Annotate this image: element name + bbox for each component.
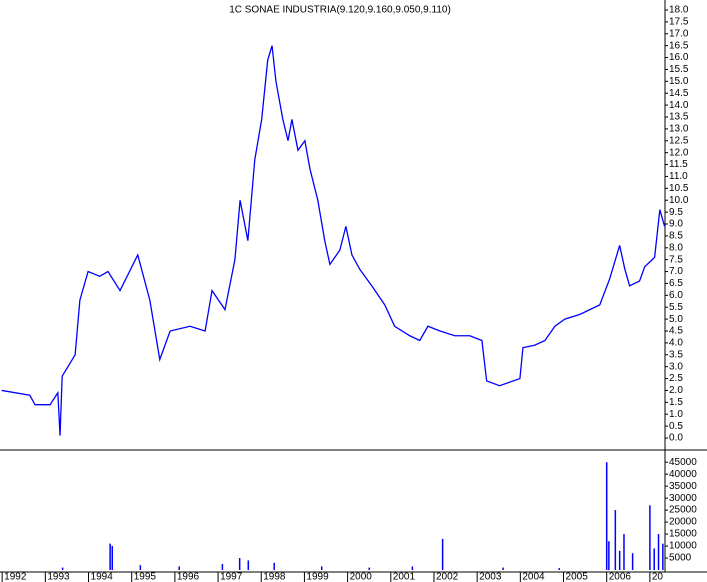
y-tick-label: 1.0 [669,409,683,420]
volume-bar [178,566,180,570]
y-tick-label: 16.0 [669,52,689,63]
volume-bar [608,541,610,570]
y-tick-label: 20000 [669,517,697,528]
y-tick-label: 10000 [669,541,697,552]
y-tick-label: 3.5 [669,349,683,360]
y-tick-label: 9.0 [669,219,683,230]
y-tick-label: 45000 [669,457,697,468]
volume-bar [273,562,275,570]
y-tick-label: 17.0 [669,28,689,39]
x-tick-label: 2000 [350,572,373,582]
y-tick-label: 6.5 [669,278,683,289]
volume-bar [139,565,142,570]
y-tick-label: 16.5 [669,40,689,51]
y-tick-label: 9.5 [669,207,683,218]
y-tick-label: 17.5 [669,17,689,28]
y-tick-label: 15000 [669,529,697,540]
y-tick-label: 7.5 [669,254,683,265]
y-tick-label: 2.5 [669,373,683,384]
x-tick-label: 2006 [609,572,632,582]
volume-bar [238,558,241,570]
y-tick-label: 10.5 [669,183,689,194]
y-tick-label: 15.5 [669,64,689,75]
x-tick-label: 1993 [47,572,70,582]
y-tick-label: 11.0 [669,171,688,182]
volume-bar [605,462,608,570]
y-tick-label: 35000 [669,481,697,492]
x-tick-label: 1992 [4,572,27,582]
volume-bar [61,567,64,570]
volume-bar [320,566,323,570]
y-tick-label: 30000 [669,493,697,504]
volume-bar [441,538,444,570]
x-tick-label: 2003 [479,572,502,582]
x-tick-label: 1994 [91,572,114,582]
y-tick-label: 15.0 [669,76,689,87]
volume-bar [653,548,655,570]
x-tick-label: 1995 [134,572,157,582]
x-tick-label: 2005 [566,572,589,582]
y-tick-label: 13.5 [669,112,689,123]
y-tick-label: 1.5 [669,397,683,408]
y-tick-label: 4.0 [669,338,683,349]
y-tick-label: 7.0 [669,266,683,277]
volume-bar [411,566,414,570]
y-tick-label: 5.0 [669,314,683,325]
y-tick-label: 12.5 [669,135,689,146]
chart-title: 1C SONAE INDUSTRIA(9.120,9.160,9.050,9.1… [229,5,451,16]
price-line [1,45,666,436]
x-tick-label: 20 [652,572,664,582]
x-tick-label: 2004 [522,572,545,582]
y-tick-label: 40000 [669,469,697,480]
y-tick-label: 5000 [669,553,692,564]
y-tick-label: 18.0 [669,5,689,16]
volume-bar [111,546,114,570]
y-tick-label: 3.0 [669,361,683,372]
y-tick-label: 5.5 [669,302,683,313]
x-tick-label: 1998 [263,572,286,582]
volume-bar [247,560,250,570]
volume-bar [631,553,634,570]
volume-bar [502,567,504,570]
x-tick-label: 2001 [393,572,416,582]
y-tick-label: 12.0 [669,147,689,158]
y-tick-label: 4.5 [669,326,683,337]
volume-bar [221,564,224,570]
y-tick-label: 8.5 [669,231,683,242]
y-tick-label: 0.0 [669,433,683,444]
volume-bar [623,534,625,570]
volume-bar [649,505,651,570]
volume-bar [614,510,617,570]
volume-bar [662,543,664,570]
y-tick-label: 6.0 [669,290,683,301]
volume-bar [109,543,111,570]
x-tick-label: 1999 [306,572,329,582]
y-tick-label: 25000 [669,505,697,516]
y-tick-label: 2.0 [669,385,683,396]
y-tick-label: 0.5 [669,421,683,432]
y-tick-label: 10.0 [669,195,689,206]
y-tick-label: 13.0 [669,124,689,135]
volume-bar [657,534,660,570]
volume-bar [368,567,370,570]
x-tick-label: 1997 [220,572,243,582]
y-tick-label: 11.5 [669,159,688,170]
volume-bar [618,550,621,570]
volume-bar [558,568,560,570]
y-tick-label: 14.0 [669,100,689,111]
y-tick-label: 14.5 [669,88,689,99]
y-tick-label: 8.0 [669,242,683,253]
x-tick-label: 2002 [436,572,459,582]
x-tick-label: 1996 [177,572,200,582]
